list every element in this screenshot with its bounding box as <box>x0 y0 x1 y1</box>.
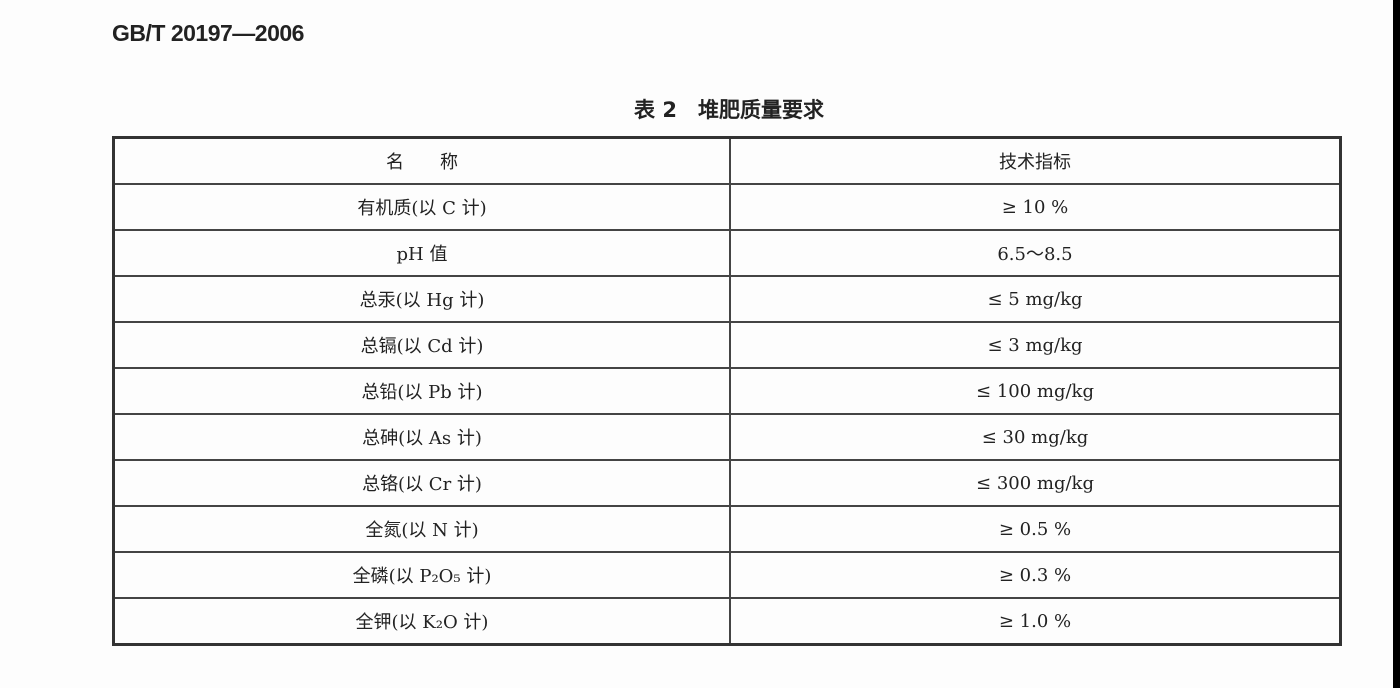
table-row: 全氮(以 N 计) ≥ 0.5 % <box>112 505 1342 553</box>
standard-number: GB/T 20197—2006 <box>112 20 304 46</box>
viewer-edge-bar <box>1393 0 1400 688</box>
row-name: 全钾(以 K₂O 计) <box>112 597 731 646</box>
table-row: 总汞(以 Hg 计) ≤ 5 mg/kg <box>112 275 1342 323</box>
row-value: ≤ 300 mg/kg <box>729 459 1342 507</box>
row-name: 总铬(以 Cr 计) <box>112 459 731 507</box>
row-name: 全磷(以 P₂O₅ 计) <box>112 551 731 599</box>
row-name: 总汞(以 Hg 计) <box>112 275 731 323</box>
table-row: 总铅(以 Pb 计) ≤ 100 mg/kg <box>112 367 1342 415</box>
row-value: ≤ 5 mg/kg <box>729 275 1342 323</box>
column-header-spec: 技术指标 <box>729 136 1342 185</box>
table-row: 全钾(以 K₂O 计) ≥ 1.0 % <box>112 597 1342 646</box>
row-name: pH 值 <box>112 229 731 277</box>
row-name: 总砷(以 As 计) <box>112 413 731 461</box>
table-header-row: 名 称 技术指标 <box>112 136 1342 185</box>
row-name: 全氮(以 N 计) <box>112 505 731 553</box>
row-value: ≥ 10 % <box>729 183 1342 231</box>
row-name: 总镉(以 Cd 计) <box>112 321 731 369</box>
row-name: 有机质(以 C 计) <box>112 183 731 231</box>
row-name: 总铅(以 Pb 计) <box>112 367 731 415</box>
row-value: ≤ 100 mg/kg <box>729 367 1342 415</box>
quality-requirements-table: 名 称 技术指标 有机质(以 C 计) ≥ 10 % pH 值 6.5～8.5 总汞(以… <box>112 136 1342 646</box>
row-value: 6.5～8.5 <box>729 229 1342 277</box>
column-header-name: 名 称 <box>112 136 731 185</box>
row-value: ≤ 30 mg/kg <box>729 413 1342 461</box>
row-value: ≥ 1.0 % <box>729 597 1342 646</box>
table-row: pH 值 6.5～8.5 <box>112 229 1342 277</box>
row-value: ≥ 0.5 % <box>729 505 1342 553</box>
table-row: 总镉(以 Cd 计) ≤ 3 mg/kg <box>112 321 1342 369</box>
table-row: 有机质(以 C 计) ≥ 10 % <box>112 183 1342 231</box>
table-row: 总铬(以 Cr 计) ≤ 300 mg/kg <box>112 459 1342 507</box>
table-row: 总砷(以 As 计) ≤ 30 mg/kg <box>112 413 1342 461</box>
table-row: 全磷(以 P₂O₅ 计) ≥ 0.3 % <box>112 551 1342 599</box>
row-value: ≥ 0.3 % <box>729 551 1342 599</box>
row-value: ≤ 3 mg/kg <box>729 321 1342 369</box>
table-caption: 表 2 堆肥质量要求 <box>634 98 824 122</box>
